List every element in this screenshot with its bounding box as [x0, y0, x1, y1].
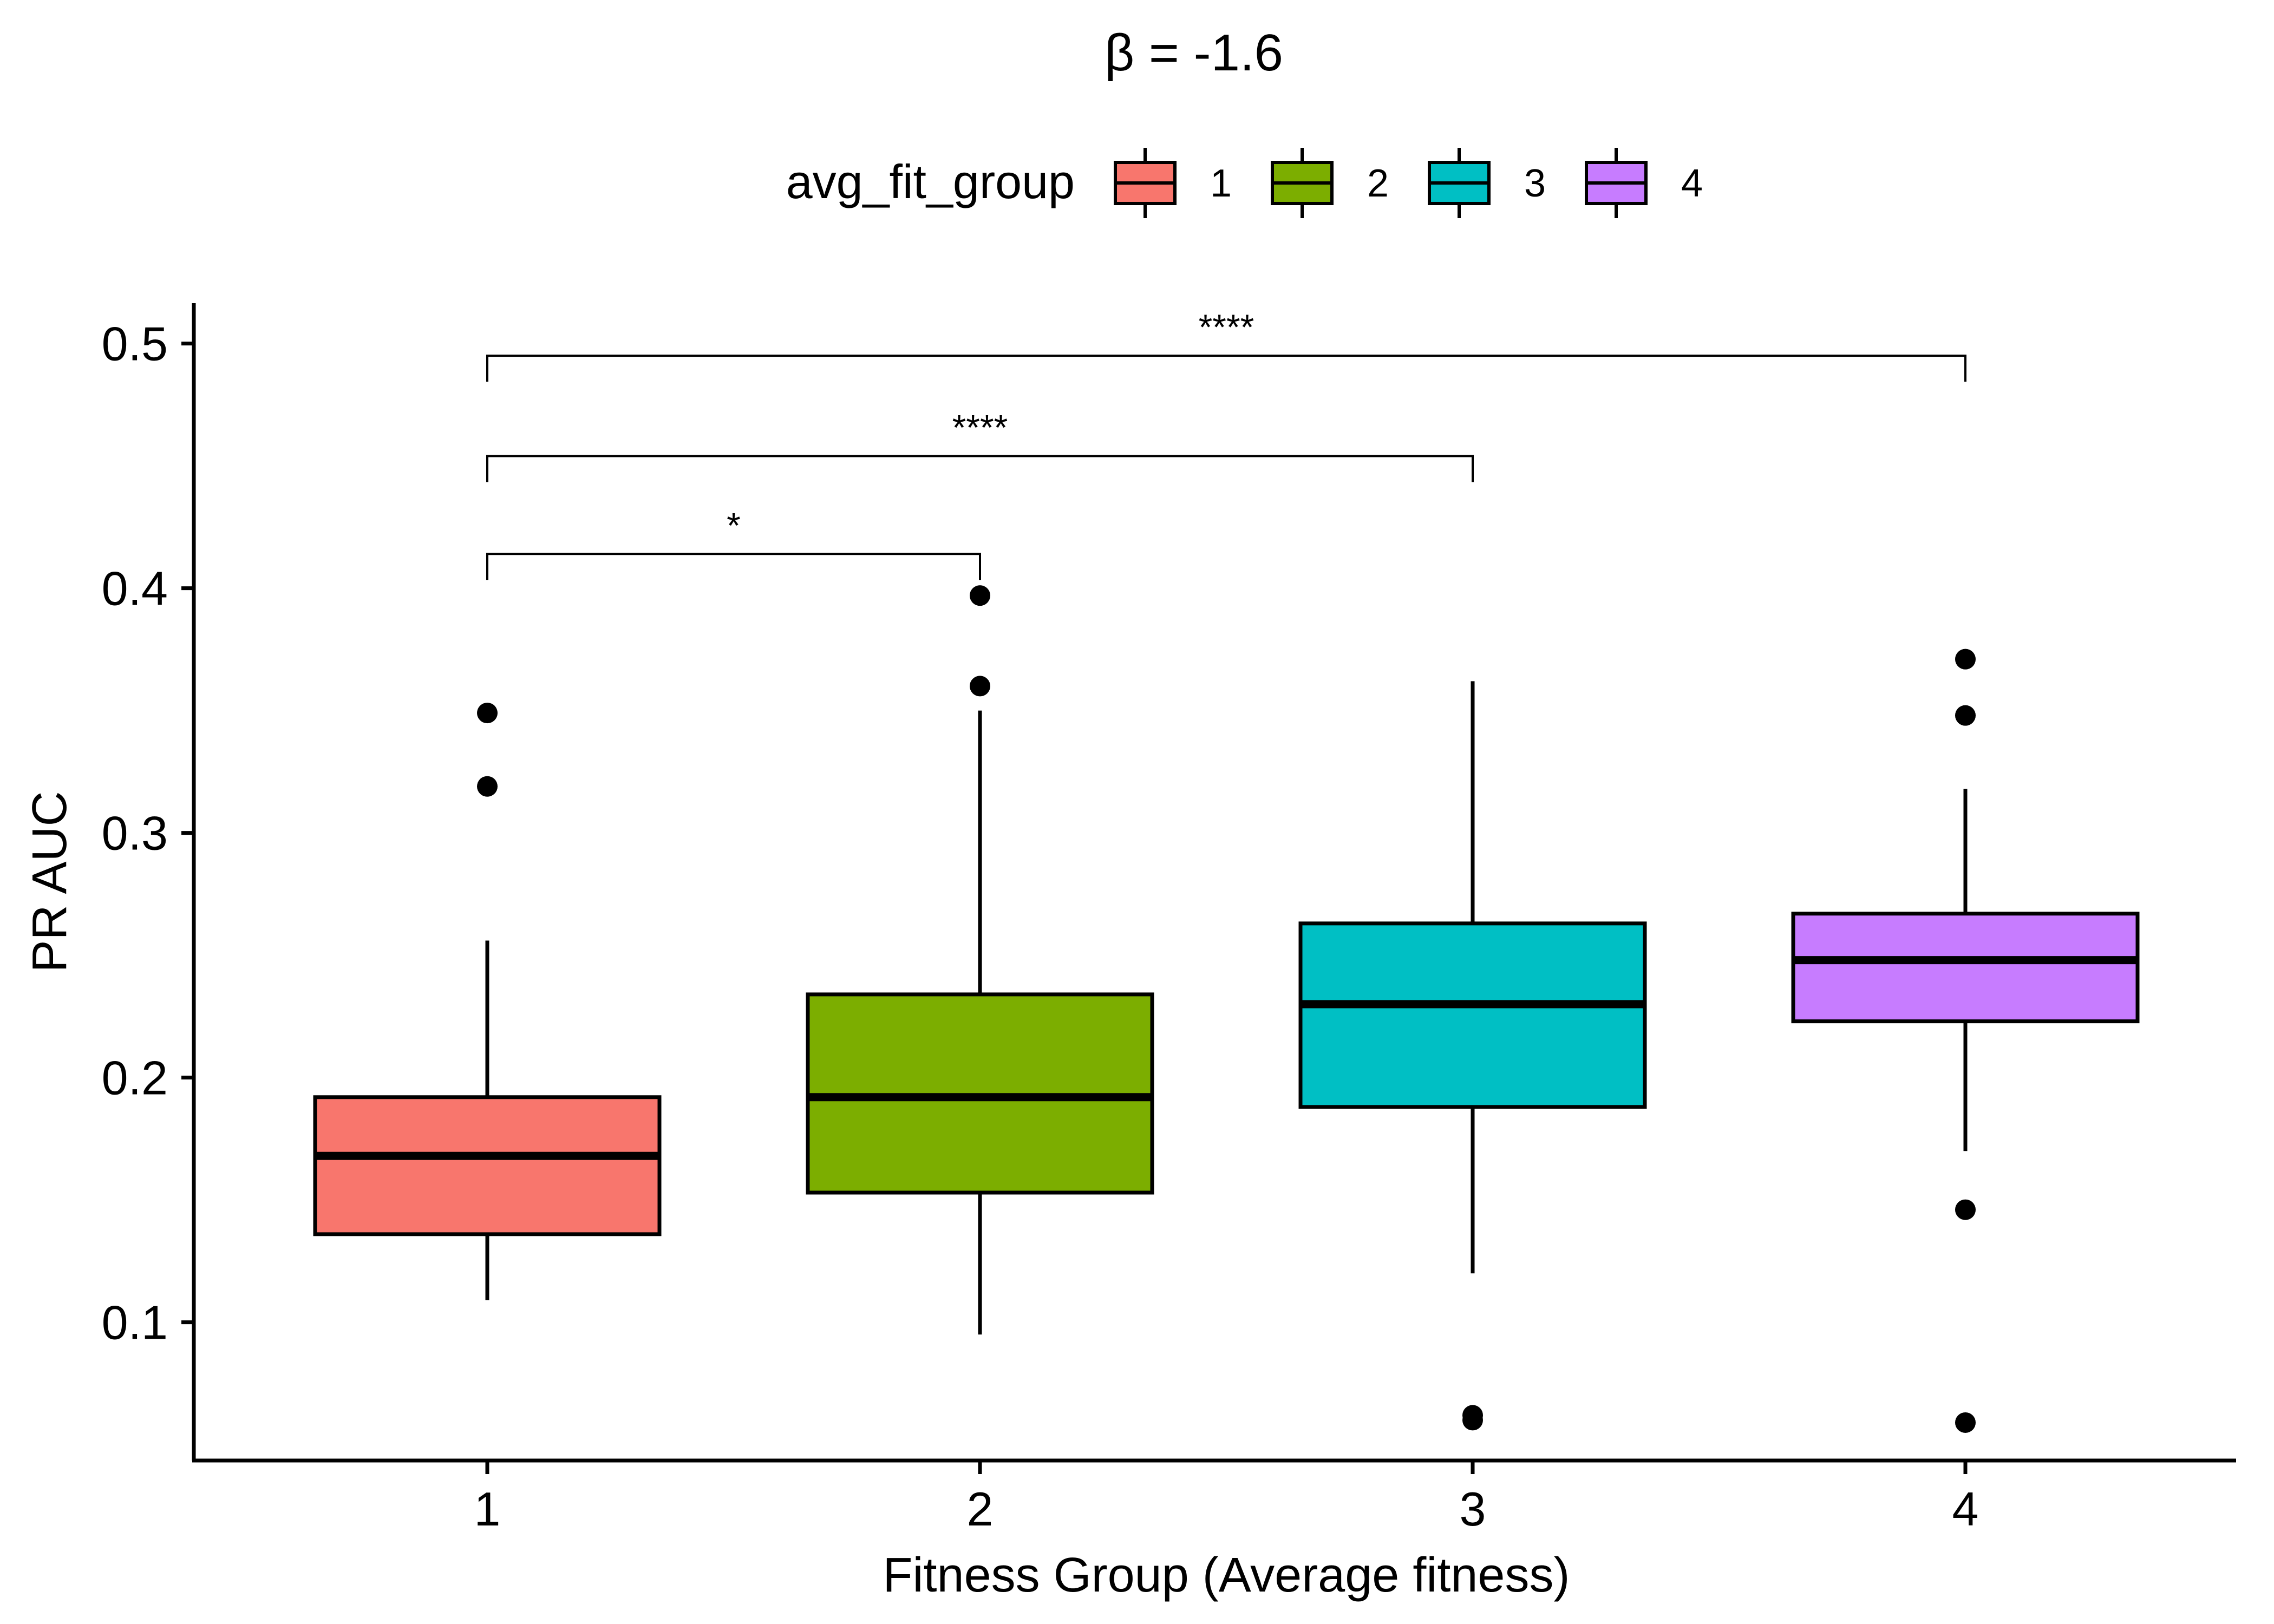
- plot-area: [313, 585, 2140, 1433]
- bracket-line: [486, 553, 981, 580]
- box-4: [1791, 912, 2140, 1024]
- box-group-3: [1298, 681, 1647, 1431]
- legend-label-3: 3: [1524, 162, 1546, 205]
- y-tick-label: 0.3: [102, 807, 168, 860]
- y-axis-ticks: 0.1 0.2 0.3 0.4 0.5: [102, 317, 194, 1350]
- legend: avg_fit_group 1 2 3 4: [786, 148, 1703, 218]
- legend-label-2: 2: [1367, 162, 1389, 205]
- legend-label-4: 4: [1681, 162, 1703, 205]
- significance-brackets: *********: [486, 307, 1966, 580]
- chart-title: β = -1.6: [1105, 24, 1283, 82]
- outlier-point: [477, 703, 498, 724]
- box-group-1: [313, 703, 662, 1300]
- outlier-point: [1462, 1405, 1483, 1426]
- x-tick-label: 4: [1952, 1482, 1979, 1536]
- outlier-point: [1955, 1199, 1976, 1220]
- box-group-2: [806, 585, 1154, 1335]
- y-tick-label: 0.5: [102, 317, 168, 371]
- y-tick-label: 0.1: [102, 1296, 168, 1350]
- significance-bracket: ****: [486, 307, 1966, 382]
- outlier-point: [477, 776, 498, 797]
- significance-bracket: *: [486, 505, 981, 580]
- significance-label: *: [727, 505, 741, 545]
- box-3: [1298, 921, 1647, 1109]
- x-tick-label: 3: [1460, 1482, 1486, 1536]
- legend-label-1: 1: [1210, 162, 1232, 205]
- significance-bracket: ****: [486, 408, 1474, 482]
- y-tick-label: 0.2: [102, 1051, 168, 1105]
- legend-title: avg_fit_group: [786, 155, 1075, 208]
- x-axis-ticks: 1 2 3 4: [474, 1461, 1979, 1536]
- significance-label: ****: [952, 408, 1008, 448]
- outlier-point: [970, 585, 990, 606]
- x-tick-label: 2: [967, 1482, 994, 1536]
- x-axis-title: Fitness Group (Average fitness): [883, 1548, 1570, 1602]
- outlier-point: [1955, 705, 1976, 726]
- significance-label: ****: [1199, 307, 1254, 347]
- y-axis-title: PR AUC: [23, 791, 77, 972]
- x-tick-label: 1: [474, 1482, 501, 1536]
- box-1: [313, 1095, 662, 1236]
- bracket-line: [486, 455, 1474, 482]
- outlier-point: [1955, 1412, 1976, 1433]
- box-group-4: [1791, 649, 2140, 1433]
- bracket-line: [486, 355, 1966, 382]
- outlier-point: [1955, 649, 1976, 670]
- outlier-point: [970, 676, 990, 697]
- y-tick-label: 0.4: [102, 562, 168, 615]
